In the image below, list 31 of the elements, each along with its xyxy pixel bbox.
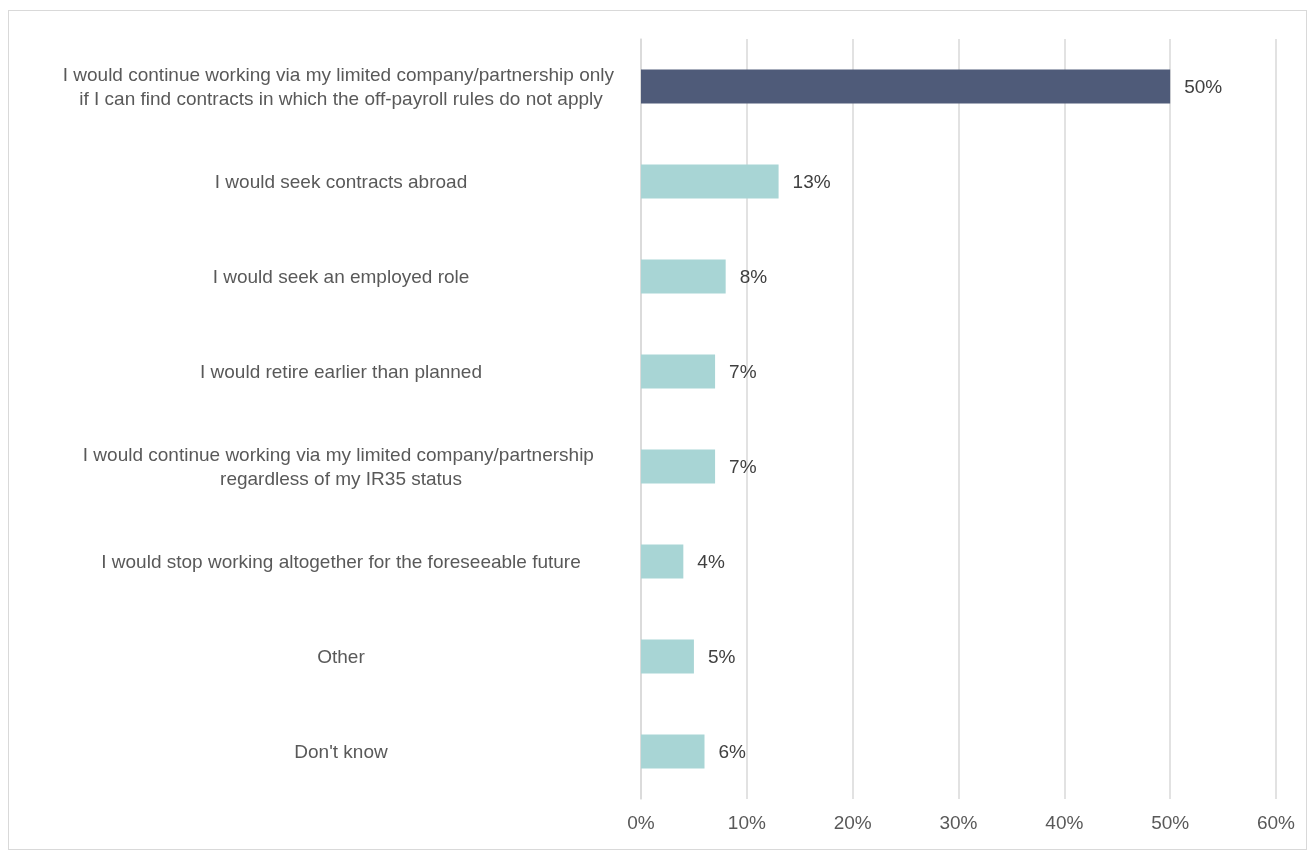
bar [641, 734, 705, 769]
data-label: 7% [729, 361, 757, 382]
bar [641, 164, 779, 199]
bar [641, 69, 1171, 104]
x-tick-label: 0% [627, 812, 655, 833]
x-tick-label: 20% [833, 812, 872, 833]
data-label: 4% [697, 551, 725, 572]
y-tick-label: I would continue working via my limited company/partnership regardless of my IR35 status [82, 444, 600, 489]
x-tick-label: 50% [1151, 812, 1190, 833]
bar [641, 639, 694, 674]
y-tick-label: I would retire earlier than planned [199, 361, 483, 382]
bar [641, 259, 726, 294]
data-label: 8% [739, 266, 768, 287]
y-tick-label: Don't know [294, 741, 388, 762]
bar [641, 544, 684, 579]
x-tick-label: 60% [1256, 812, 1296, 833]
data-label: 13% [792, 171, 831, 192]
y-tick-label: I would seek an employed role [212, 266, 470, 287]
data-label: 50% [1184, 76, 1223, 97]
bar [641, 354, 716, 389]
x-tick-label: 10% [727, 812, 766, 833]
data-label: 6% [718, 741, 747, 762]
y-tick-label: I would seek contracts abroad [214, 171, 468, 192]
y-tick-label: Other [317, 646, 366, 667]
x-tick-label: 30% [939, 812, 978, 833]
x-tick-label: 40% [1045, 812, 1084, 833]
data-label: 5% [707, 646, 736, 667]
bar [641, 449, 716, 484]
data-label: 7% [729, 456, 757, 477]
y-tick-label: I would stop working altogether for the foreseeable future [101, 551, 581, 572]
y-tick-label: I would continue working via my limited company/partnership only if I can find contracts in which the off-payroll rules do not apply [62, 64, 620, 109]
